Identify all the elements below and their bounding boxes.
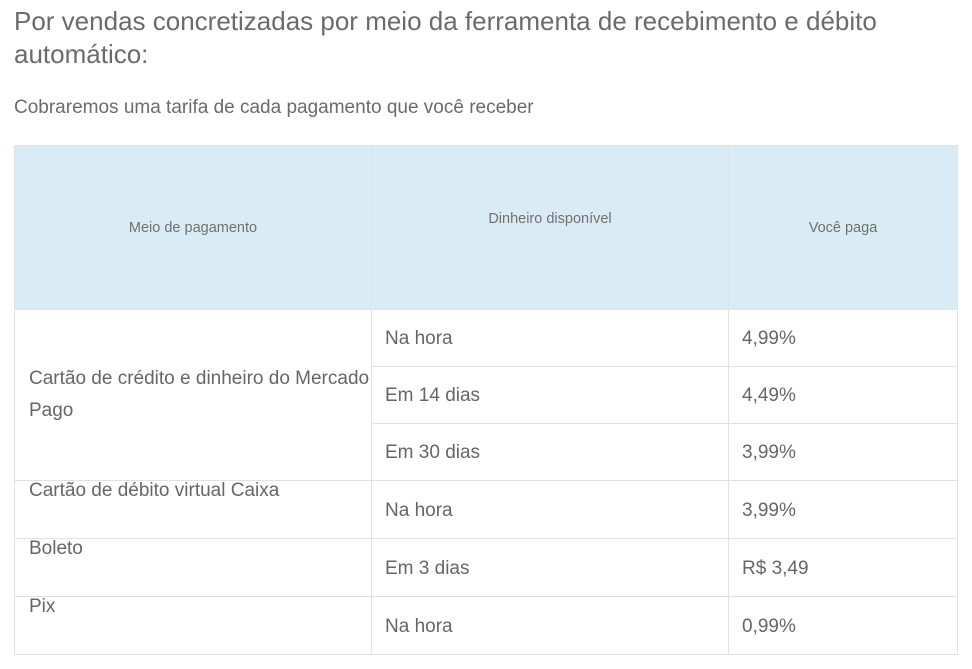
available-cell: Em 3 dias	[371, 538, 729, 597]
method-cell: Pix	[14, 596, 372, 655]
method-label: Cartão de crédito e dinheiro do Mercado …	[29, 368, 370, 421]
method-cell: Cartão de débito virtual Caixa	[14, 480, 372, 539]
table-row: Pix Na hora 0,99%	[14, 596, 958, 655]
header-method: Meio de pagamento	[14, 145, 372, 310]
price-cell: 0,99%	[728, 596, 958, 655]
header-available: Dinheiro disponível	[371, 145, 729, 310]
available-cell: Na hora	[371, 596, 729, 655]
table-row: Em 30 dias 3,99%	[15, 423, 958, 481]
table-header-row: Meio de pagamento Dinheiro disponível Vo…	[14, 145, 958, 310]
price-cell: 4,49%	[728, 366, 958, 424]
page-subtitle: Cobraremos uma tarifa de cada pagamento …	[14, 97, 534, 118]
available-cell: Na hora	[371, 480, 729, 539]
method-label: Boleto	[29, 538, 83, 559]
table-row: Boleto Em 3 dias R$ 3,49	[14, 538, 958, 597]
table-row: Em 14 dias 4,49%	[15, 366, 958, 424]
available-cell: Na hora	[371, 309, 729, 367]
table-row: Cartão de crédito e dinheiro do Mercado …	[14, 309, 958, 481]
available-cell: Em 30 dias	[371, 423, 729, 481]
method-label: Pix	[29, 596, 56, 617]
price-cell: 3,99%	[728, 423, 958, 481]
price-cell: 4,99%	[728, 309, 958, 367]
table-row: Cartão de débito virtual Caixa Na hora 3…	[14, 480, 958, 539]
method-cell: Cartão de crédito e dinheiro do Mercado …	[14, 309, 372, 481]
method-label: Cartão de débito virtual Caixa	[29, 480, 280, 501]
available-cell: Em 14 dias	[371, 366, 729, 424]
page-title: Por vendas concretizadas por meio da fer…	[14, 6, 877, 69]
method-cell: Boleto	[14, 538, 372, 597]
price-cell: R$ 3,49	[728, 538, 958, 597]
fees-table: Meio de pagamento Dinheiro disponível Vo…	[14, 145, 958, 655]
price-cell: 3,99%	[728, 480, 958, 539]
header-pay: Você paga	[728, 145, 958, 310]
header-available-label: Dinheiro disponível	[488, 210, 612, 227]
